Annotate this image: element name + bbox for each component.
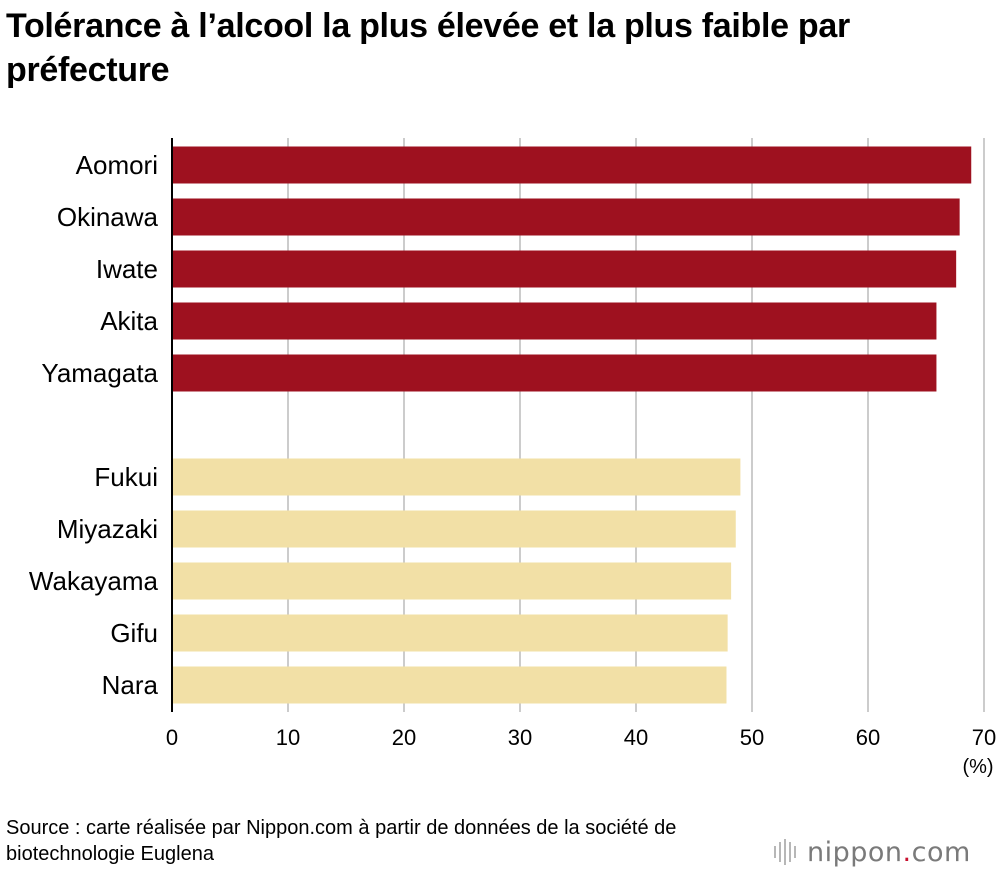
x-tick-label: 0 [166,725,178,750]
x-tick-label: 10 [276,725,300,750]
bar-aomori [172,146,972,184]
x-tick-label: 70 [972,725,996,750]
bar-chart: Aomori Okinawa Iwate Akita Yamagata Fukui Miya… [29,138,996,778]
x-tick-labels: 0 10 20 30 40 50 60 70 [166,725,996,750]
chart-title: Tolérance à l’alcool la plus élevée et l… [6,7,850,89]
category-label: Wakayama [29,566,159,596]
category-label: Iwate [96,254,158,284]
bar-yamagata [172,354,937,392]
bar-akita [172,302,937,340]
bar-miyazaki [172,510,736,548]
logo-text: nippon.com [807,836,971,868]
x-tick-label: 30 [508,725,532,750]
bar-okinawa [172,198,960,236]
category-label: Yamagata [41,358,158,388]
category-label: Gifu [110,618,158,648]
bar-gifu [172,614,728,652]
category-label: Okinawa [57,202,159,232]
bars [172,146,972,704]
unit-label: (%) [962,756,993,778]
x-tick-label: 60 [856,725,880,750]
x-tick-label: 20 [392,725,416,750]
category-label: Aomori [76,150,158,180]
bar-wakayama [172,562,732,600]
source-note: Source : carte réalisée par Nippon.com à… [6,817,677,865]
nippon-logo: nippon.com [774,836,971,868]
category-label: Miyazaki [57,514,158,544]
category-label: Nara [102,670,159,700]
logo-bars-icon [774,839,799,865]
category-labels: Aomori Okinawa Iwate Akita Yamagata Fukui Miya… [29,150,159,700]
bar-nara [172,666,727,704]
category-label: Fukui [94,462,158,492]
bar-iwate [172,250,957,288]
x-tick-label: 40 [624,725,648,750]
category-label: Akita [100,306,158,336]
x-tick-label: 50 [740,725,764,750]
bar-fukui [172,458,741,496]
